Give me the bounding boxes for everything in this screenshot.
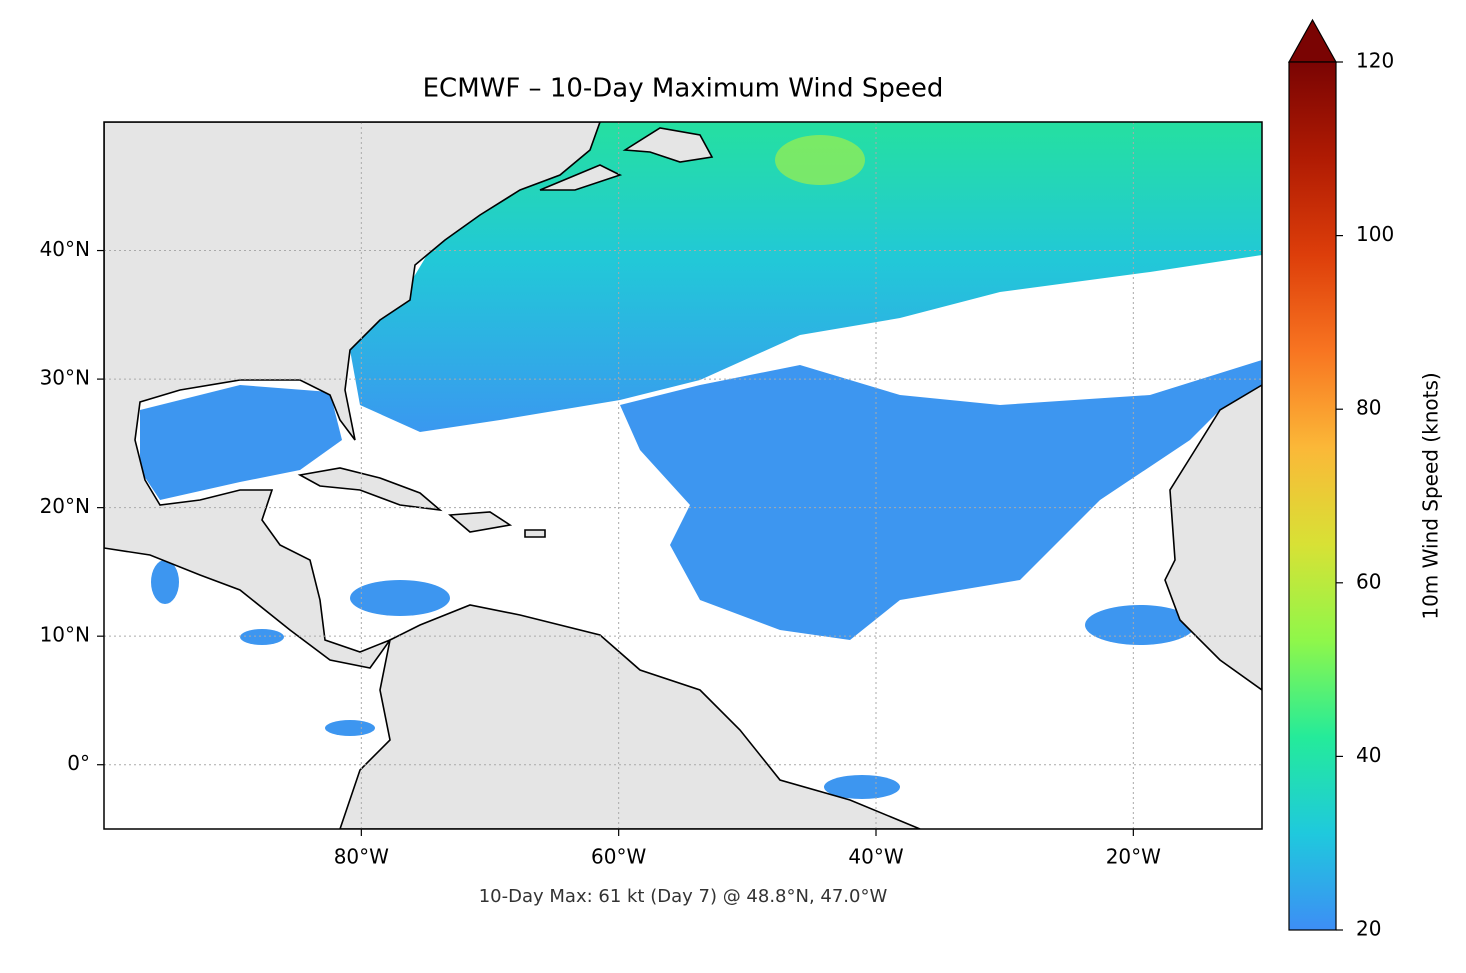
wind-field	[775, 135, 865, 185]
y-tick-label: 30°N	[40, 366, 90, 390]
x-tick-label: 80°W	[334, 845, 389, 869]
x-tick-label: 40°W	[848, 845, 903, 869]
colorbar-tick-label: 20	[1356, 917, 1381, 941]
land	[339, 604, 921, 829]
land	[447, 511, 513, 533]
y-tick-label: 40°N	[40, 237, 90, 261]
colorbar-extend	[1287, 18, 1338, 63]
grid	[104, 122, 1262, 829]
wind-field	[620, 360, 1262, 640]
wind-field	[240, 629, 284, 645]
colorbar-tick-label: 60	[1356, 569, 1381, 593]
wind-field	[140, 385, 342, 500]
land	[297, 467, 443, 512]
x-tick-label: 20°W	[1106, 845, 1161, 869]
land	[524, 529, 546, 538]
wind-field	[350, 122, 1262, 432]
wind-field	[1085, 605, 1195, 645]
land	[622, 127, 714, 163]
x-tick-label: 60°W	[591, 845, 646, 869]
land	[539, 164, 623, 191]
land	[1164, 384, 1262, 691]
y-tick-label: 20°N	[40, 494, 90, 518]
wind-field	[151, 560, 179, 604]
map	[104, 122, 1262, 829]
colorbar-tick-label: 80	[1356, 396, 1381, 420]
colorbar	[1288, 61, 1337, 931]
wind-field	[350, 580, 450, 616]
land	[104, 122, 601, 669]
colorbar-label: 10m Wind Speed (knots)	[1419, 372, 1443, 619]
colorbar-tick-label: 120	[1356, 49, 1394, 73]
map-frame	[103, 121, 1263, 830]
annotation: 10-Day Max: 61 kt (Day 7) @ 48.8°N, 47.0…	[479, 886, 888, 907]
wind-field	[325, 720, 375, 736]
y-tick-label: 10°N	[40, 623, 90, 647]
wind-field	[824, 775, 900, 799]
colorbar-tick-label: 100	[1356, 222, 1394, 246]
y-tick-label: 0°	[67, 751, 90, 775]
colorbar-tick-label: 40	[1356, 743, 1381, 767]
title: ECMWF – 10-Day Maximum Wind Speed	[423, 74, 944, 104]
